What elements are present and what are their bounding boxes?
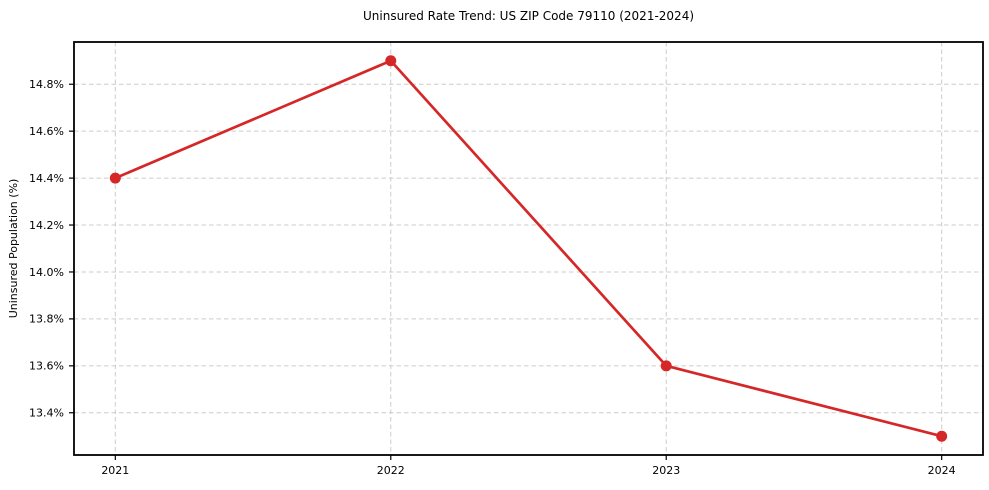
data-point-marker	[660, 360, 672, 372]
y-tick-label: 14.4%	[29, 172, 64, 185]
y-tick-label: 14.8%	[29, 78, 64, 91]
y-tick-label: 13.6%	[29, 360, 64, 373]
x-tick-label: 2021	[101, 464, 129, 477]
trend-line	[113, 59, 944, 438]
data-point-marker	[385, 55, 397, 67]
x-tick-label: 2023	[652, 464, 680, 477]
chart-title: Uninsured Rate Trend: US ZIP Code 79110 …	[363, 9, 694, 23]
y-tick-label: 14.6%	[29, 125, 64, 138]
plot-area: 13.4% 13.6% 13.8% 14.0% 14.2% 14.4% 14.6% 14.8%…	[29, 41, 984, 477]
y-tick-label: 14.2%	[29, 219, 64, 232]
plot-border	[73, 41, 984, 456]
y-tick-label: 14.0%	[29, 266, 64, 279]
y-tick-label: 13.8%	[29, 313, 64, 326]
data-point-marker	[936, 430, 948, 442]
y-tick-label: 13.4%	[29, 407, 64, 420]
y-axis-label: Uninsured Population (%)	[7, 179, 20, 319]
data-point-marker	[109, 172, 121, 184]
x-tick-label: 2024	[928, 464, 956, 477]
x-tick-label: 2022	[377, 464, 405, 477]
